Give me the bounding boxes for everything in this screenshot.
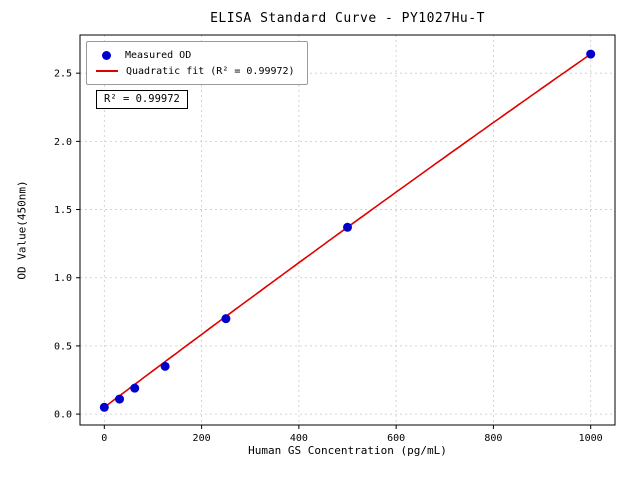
y-tick-label: 1.0 [54,273,72,284]
chart-title: ELISA Standard Curve - PY1027Hu-T [210,11,485,26]
data-point [586,49,596,59]
x-tick-label: 1000 [579,433,603,444]
y-axis-label: OD Value(450nm) [15,180,29,280]
x-tick-label: 800 [484,433,502,444]
r-squared-annotation: R² = 0.99972 [96,90,188,109]
y-tick-label: 1.5 [54,205,72,216]
legend-marker-line-icon [96,70,118,72]
data-point [99,402,109,412]
legend-label-quadratic-fit: Quadratic fit (R² = 0.99972) [126,65,295,77]
data-point [115,394,125,404]
data-point [130,383,140,393]
legend-item-measured-od: Measured OD [96,47,295,63]
legend-marker-dot-icon [102,50,111,60]
data-point [160,361,170,371]
y-tick-label: 0.5 [54,341,72,352]
axes-box [79,34,616,426]
x-tick-label: 400 [290,433,308,444]
x-tick-label: 0 [101,433,107,444]
legend-label-measured-od: Measured OD [125,49,192,61]
x-tick-label: 600 [387,433,405,444]
legend: Measured OD Quadratic fit (R² = 0.99972) [86,41,308,85]
x-axis-label: Human GS Concentration (pg/mL) [248,444,447,457]
y-tick-label: 0.0 [54,410,72,421]
y-tick-label: 2.5 [54,69,72,80]
y-tick-label: 2.0 [54,137,72,148]
x-tick-label: 200 [193,433,211,444]
data-point [221,314,231,324]
legend-item-quadratic-fit: Quadratic fit (R² = 0.99972) [96,63,295,79]
data-point [343,222,352,232]
